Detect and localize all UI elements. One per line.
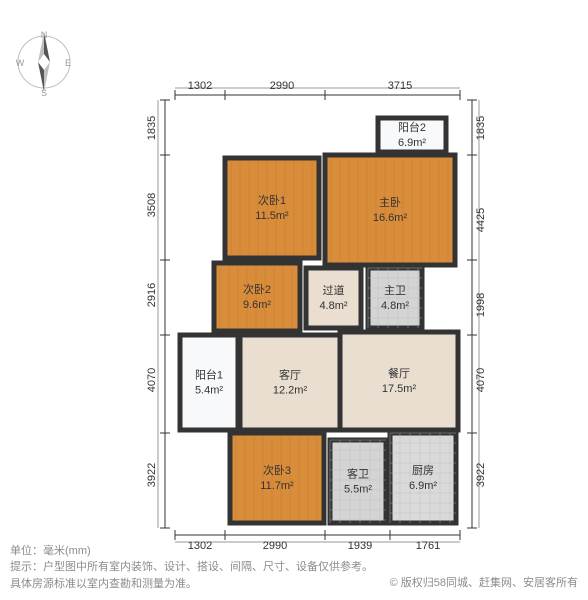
dim-v--1-1: 3508 — [146, 193, 158, 217]
room-2 — [325, 155, 455, 265]
dim-v-1-1: 4425 — [475, 208, 487, 232]
dim-h-1: 2990 — [270, 80, 294, 92]
room-name-1: 次卧1 — [258, 193, 286, 207]
room-area-1: 11.5m² — [255, 210, 289, 222]
room-area-6: 5.4m² — [195, 385, 223, 397]
room-6 — [180, 335, 238, 430]
room-name-9: 次卧3 — [263, 463, 291, 477]
room-9 — [230, 433, 324, 523]
room-8 — [340, 332, 458, 430]
dim-v--1-0: 1835 — [146, 116, 158, 140]
dim-v--1-3: 4070 — [146, 368, 158, 392]
room-name-4: 过道 — [323, 283, 345, 297]
room-10 — [330, 440, 386, 523]
disclaimer-text: 提示：户型图中所有室内装饰、设计、搭设、间隔、尺寸、设备仅供参考。 具体房源标准… — [10, 559, 373, 592]
room-area-9: 11.7m² — [260, 480, 294, 492]
dim-v-1-2: 1998 — [475, 293, 487, 317]
room-area-8: 17.5m² — [382, 383, 417, 395]
copyright-text: © 版权归58同城、赶集网、安居客所有 — [390, 574, 578, 590]
dim-v-1-0: 1835 — [475, 116, 487, 140]
room-name-6: 阳台1 — [195, 368, 223, 382]
room-4 — [306, 268, 361, 328]
room-1 — [225, 158, 319, 258]
dim-v--1-2: 2916 — [146, 283, 158, 307]
unit-label: 单位：毫米(mm) — [10, 543, 373, 560]
room-area-0: 6.9m² — [398, 137, 426, 149]
room-area-4: 4.8m² — [319, 300, 347, 312]
room-3 — [214, 263, 300, 331]
footer-notes: 单位：毫米(mm) 提示：户型图中所有室内装饰、设计、搭设、间隔、尺寸、设备仅供… — [10, 543, 373, 593]
room-name-11: 厨房 — [412, 464, 434, 477]
room-name-5: 主卫 — [384, 284, 406, 297]
dim-h-2: 3715 — [388, 80, 412, 92]
floor-plan-svg: 阳台2 6.9m² 次卧1 11.5m² 主卧 16.6m² 次卧2 9.6m² 过道 4.8m²… — [0, 0, 588, 600]
dim-v--1-4: 3922 — [146, 463, 158, 487]
room-area-11: 6.9m² — [409, 480, 437, 492]
room-area-5: 4.8m² — [381, 300, 409, 312]
room-area-2: 16.6m² — [373, 212, 408, 224]
room-area-3: 9.6m² — [243, 299, 271, 311]
room-name-7: 客厅 — [279, 368, 301, 382]
dim-v-1-4: 3922 — [475, 463, 487, 487]
room-name-2: 主卧 — [379, 196, 401, 209]
room-name-8: 餐厅 — [388, 366, 410, 380]
room-7 — [240, 335, 340, 430]
room-name-3: 次卧2 — [243, 282, 271, 296]
room-name-0: 阳台2 — [398, 120, 426, 134]
dim-v-1-3: 4070 — [475, 368, 487, 392]
room-area-7: 12.2m² — [273, 385, 308, 397]
room-area-10: 5.5m² — [344, 484, 372, 496]
floor-plan-page: N S W E 阳台26.9m²次卧111.5m²主卧16.6m²次卧29.6m… — [0, 0, 588, 600]
dim-h-0: 1302 — [188, 80, 212, 92]
room-name-10: 客卫 — [347, 467, 369, 481]
